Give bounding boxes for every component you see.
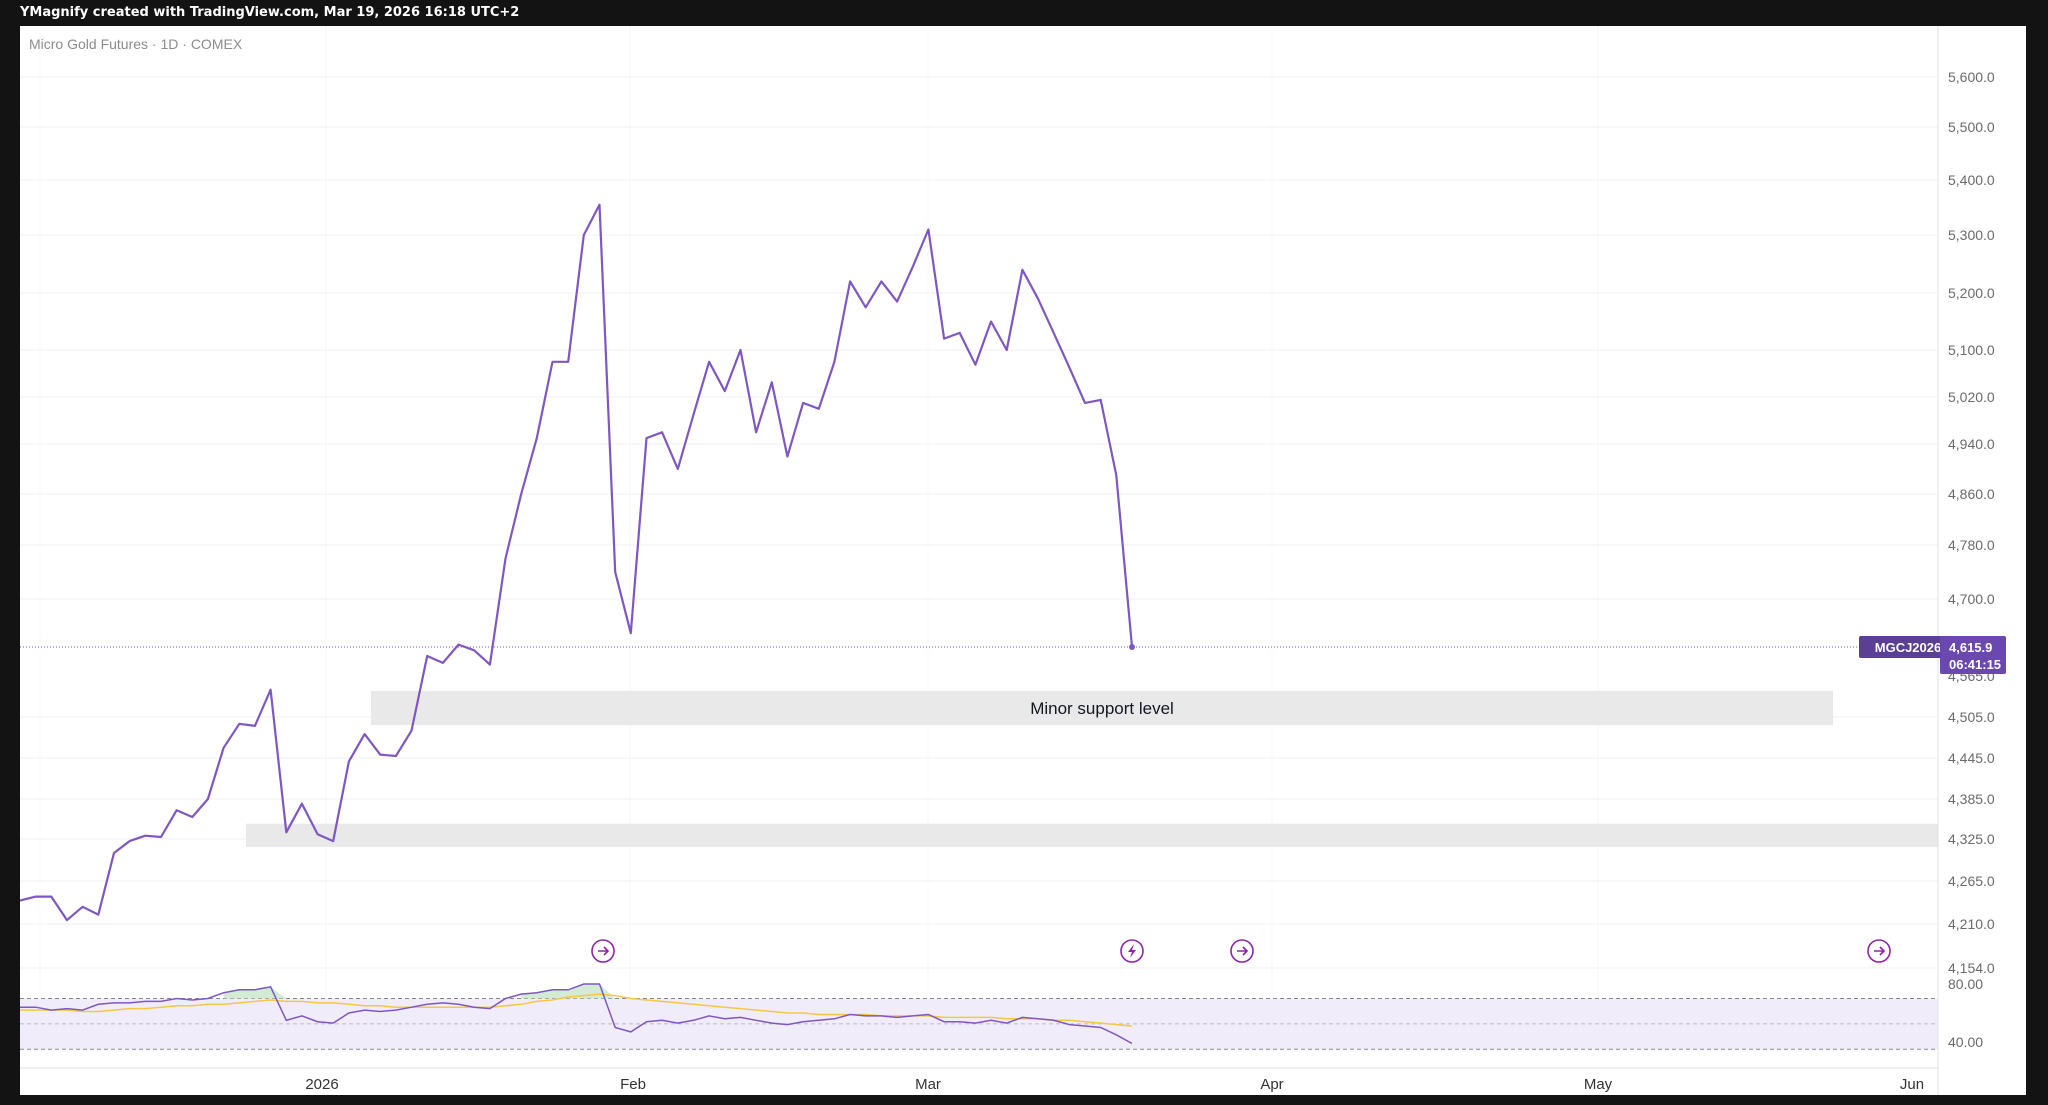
arrow-glyph xyxy=(598,946,610,956)
price-tick-label: 4,700.0 xyxy=(1948,591,1995,607)
time-tick-label: 2026 xyxy=(305,1076,338,1093)
symbol-tag xyxy=(1859,635,1958,658)
rsi-line xyxy=(20,983,1133,1045)
price-tick-label: 4,385.0 xyxy=(1948,791,1995,807)
grid-lines xyxy=(20,26,1938,1056)
time-tick-label: Mar xyxy=(915,1076,941,1093)
lightning-glyph xyxy=(1128,944,1136,958)
price-tick-label: 4,860.0 xyxy=(1948,486,1995,502)
price-tick-label: 5,100.0 xyxy=(1948,342,1995,358)
price-chart[interactable]: Minor support level 5,600.0 5,500.0 5,400.… xyxy=(20,26,2026,1095)
price-tick-label: 5,300.0 xyxy=(1948,227,1995,243)
event-icons xyxy=(591,939,1891,963)
last-price-tag xyxy=(1940,635,2006,674)
price-tick-label: 4,780.0 xyxy=(1948,537,1995,553)
time-tick-label: Feb xyxy=(620,1076,646,1093)
forward-arrow-circle-icon xyxy=(591,939,615,963)
chart-title: Micro Gold Futures · 1D · COMEX xyxy=(29,36,243,52)
chart-panel[interactable]: Minor support level 5,600.0 5,500.0 5,400.… xyxy=(20,26,2026,1095)
support-zone-rect xyxy=(371,691,1833,725)
price-tick-label: 4,445.0 xyxy=(1948,750,1995,766)
attribution-text: YMagnify created with TradingView.com, M… xyxy=(20,5,520,20)
support-zone-label: Minor support level xyxy=(1030,699,1174,718)
forward-arrow-circle-icon xyxy=(1867,939,1891,963)
last-price-tag-text: 4,615.9 xyxy=(1949,640,1992,655)
price-tick-label: 4,325.0 xyxy=(1948,831,1995,847)
price-tags: MGCJ2026 4,615.9 06:41:15 xyxy=(1859,635,2006,674)
price-tick-label: 4,940.0 xyxy=(1948,436,1995,452)
support-zones: Minor support level xyxy=(246,691,1938,847)
price-tick-label: 5,020.0 xyxy=(1948,389,1995,405)
rsi-tick-label: 80.00 xyxy=(1948,976,1983,992)
countdown-text: 06:41:15 xyxy=(1949,657,2001,672)
price-axis[interactable]: 5,600.0 5,500.0 5,400.0 5,300.0 5,200.0 5,100… xyxy=(1937,26,1995,1095)
price-tick-label: 4,265.0 xyxy=(1948,873,1995,889)
price-tick-label: 5,600.0 xyxy=(1948,69,1995,85)
price-tick-label: 5,200.0 xyxy=(1948,285,1995,301)
price-tick-label: 5,500.0 xyxy=(1948,119,1995,135)
rsi-pane xyxy=(20,983,1938,1050)
time-axis[interactable]: 2026 Feb Mar Apr May Jun xyxy=(20,1067,1938,1093)
time-tick-label: May xyxy=(1584,1076,1613,1093)
price-tick-label: 4,154.0 xyxy=(1948,960,1995,976)
last-price-dot xyxy=(1129,643,1135,650)
time-tick-label: Apr xyxy=(1260,1076,1283,1093)
price-line xyxy=(20,203,1134,922)
price-tick-label: 4,210.0 xyxy=(1948,916,1995,932)
price-tick-label: 5,400.0 xyxy=(1948,172,1995,188)
time-tick-label: Jun xyxy=(1900,1076,1924,1093)
rsi-overbought-fill xyxy=(223,984,616,999)
price-tick-label: 4,505.0 xyxy=(1948,709,1995,725)
lightning-circle-icon xyxy=(1120,939,1144,963)
support-zone-rect xyxy=(246,823,1938,847)
arrow-glyph xyxy=(1874,946,1886,956)
arrow-glyph xyxy=(1237,946,1249,956)
rsi-tick-label: 40.00 xyxy=(1948,1034,1983,1050)
rsi-moving-average xyxy=(20,993,1133,1027)
forward-arrow-circle-icon xyxy=(1230,939,1254,963)
symbol-tag-text: MGCJ2026 xyxy=(1875,640,1941,655)
attribution-bar: YMagnify created with TradingView.com, M… xyxy=(0,0,2048,26)
